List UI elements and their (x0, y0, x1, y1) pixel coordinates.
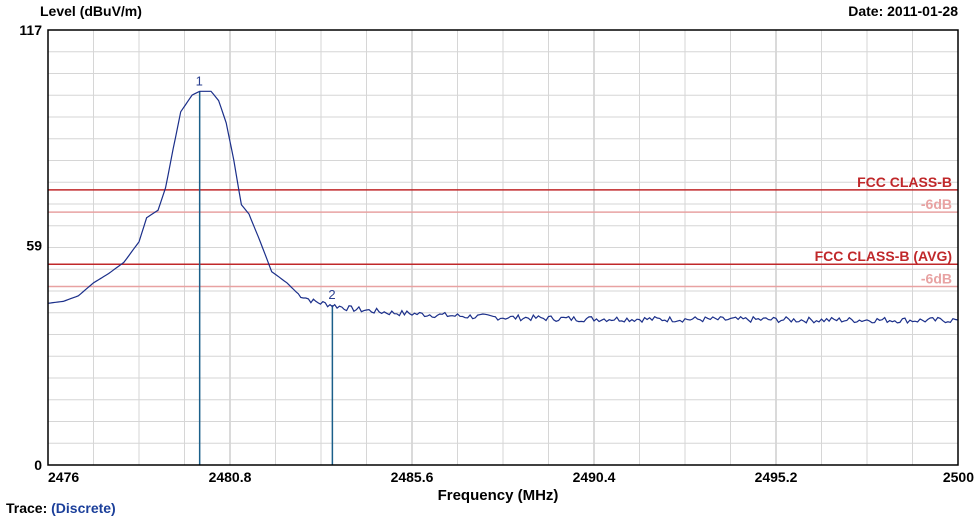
y-axis-title: Level (dBuV/m) (40, 3, 142, 19)
limit-6db-label: -6dB (921, 196, 952, 212)
x-axis-title: Frequency (MHz) (438, 487, 559, 504)
trace-info: Trace: (Discrete) (6, 500, 116, 516)
limit-6db-label: -6dB (921, 271, 952, 287)
limit-label: FCC CLASS-B (AVG) (815, 248, 952, 264)
plot-frame (47, 29, 959, 466)
marker-label: 1 (196, 73, 203, 88)
x-tick-label: 2490.4 (573, 469, 616, 485)
x-tick-label: 2495.2 (755, 469, 798, 485)
markers: 12 (196, 73, 336, 465)
x-tick-label: 2476 (48, 469, 79, 485)
x-tick-label: 2500 (943, 469, 974, 485)
y-tick-label: 117 (19, 22, 42, 38)
y-tick-labels: 117 59 0 (19, 22, 42, 473)
y-tick-label: 59 (26, 238, 42, 254)
limit-label: FCC CLASS-B (857, 174, 952, 190)
grid (48, 30, 958, 465)
x-tick-labels: 2476 2480.8 2485.6 2490.4 2495.2 2500 (48, 469, 974, 485)
x-tick-label: 2485.6 (391, 469, 434, 485)
x-tick-label: 2480.8 (209, 469, 252, 485)
trace-label: Trace: (6, 500, 48, 516)
trace-mode: (Discrete) (51, 500, 116, 516)
y-tick-label: 0 (34, 457, 42, 473)
date-label: Date: 2011-01-28 (848, 3, 958, 19)
trace-line (47, 90, 959, 325)
marker-label: 2 (328, 287, 335, 302)
